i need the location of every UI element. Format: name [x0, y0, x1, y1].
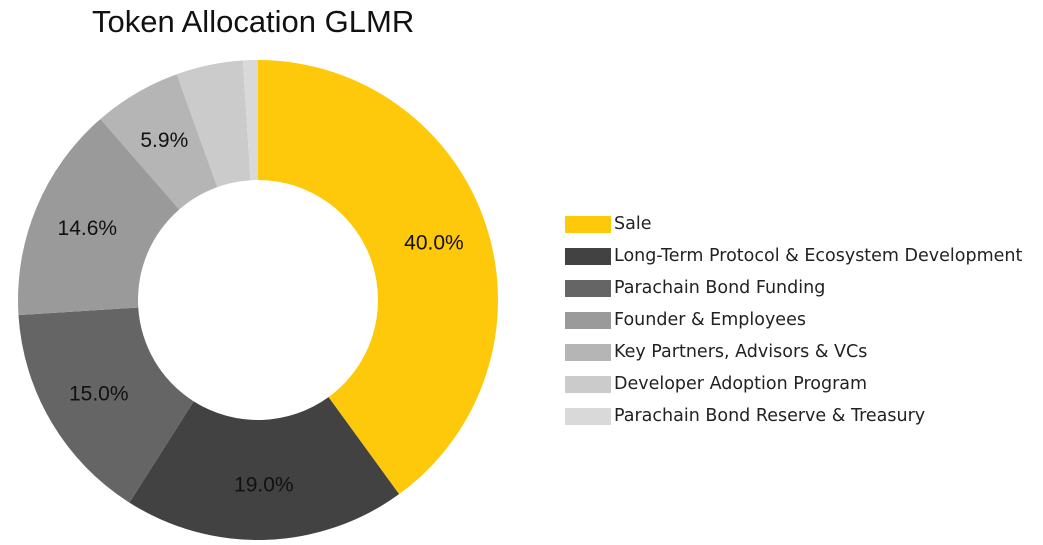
slice-key-partners-advisors-and-vcs [100, 74, 218, 210]
legend-label: Sale [614, 214, 652, 234]
donut-chart: 40.0% 19.0% 15.0% 14.6% 5.9% [18, 60, 499, 540]
legend-item-parachain-bond-funding: Parachain Bond Funding [565, 272, 1022, 304]
slice-parachain-bond-funding [18, 307, 194, 503]
legend-item-founder-and-employees: Founder & Employees [565, 304, 1022, 336]
slice-sale [258, 60, 499, 495]
legend-swatch [565, 247, 611, 265]
data-label-key-partners-advisors-and-vcs: 5.9% [140, 129, 188, 152]
slice-long-term-protocol-and-ecosystem-development [129, 397, 400, 540]
legend-label: Key Partners, Advisors & VCs [614, 342, 868, 362]
legend-label: Parachain Bond Reserve & Treasury [614, 406, 926, 426]
legend-swatch [565, 215, 611, 233]
legend-swatch [565, 311, 611, 329]
chart-title: Token Allocation GLMR [92, 4, 415, 39]
slice-developer-adoption-program [176, 60, 251, 188]
legend-label: Developer Adoption Program [614, 374, 868, 394]
chart-legend: Sale Long-Term Protocol & Ecosystem Devel… [565, 208, 1022, 432]
legend-item-key-partners-advisors-and-vcs: Key Partners, Advisors & VCs [565, 336, 1022, 368]
legend-swatch [565, 279, 611, 297]
legend-swatch [565, 343, 611, 361]
legend-label: Founder & Employees [614, 310, 806, 330]
legend-label: Long-Term Protocol & Ecosystem Developme… [614, 246, 1023, 266]
data-label-long-term-protocol-and-ecosystem-development: 19.0% [234, 473, 294, 496]
legend-item-long-term-protocol-and-ecosystem-development: Long-Term Protocol & Ecosystem Developme… [565, 240, 1022, 272]
legend-item-sale: Sale [565, 208, 1022, 240]
legend-swatch [565, 375, 611, 393]
legend-swatch [565, 407, 611, 425]
slice-parachain-bond-reserve-and-treasury [242, 60, 258, 181]
legend-label: Parachain Bond Funding [614, 278, 826, 298]
data-label-parachain-bond-funding: 15.0% [69, 383, 129, 406]
data-label-sale: 40.0% [404, 231, 464, 254]
data-label-founder-and-employees: 14.6% [58, 217, 118, 240]
slice-founder-and-employees [18, 118, 180, 316]
legend-item-parachain-bond-reserve-and-treasury: Parachain Bond Reserve & Treasury [565, 400, 1022, 432]
legend-item-developer-adoption-program: Developer Adoption Program [565, 368, 1022, 400]
